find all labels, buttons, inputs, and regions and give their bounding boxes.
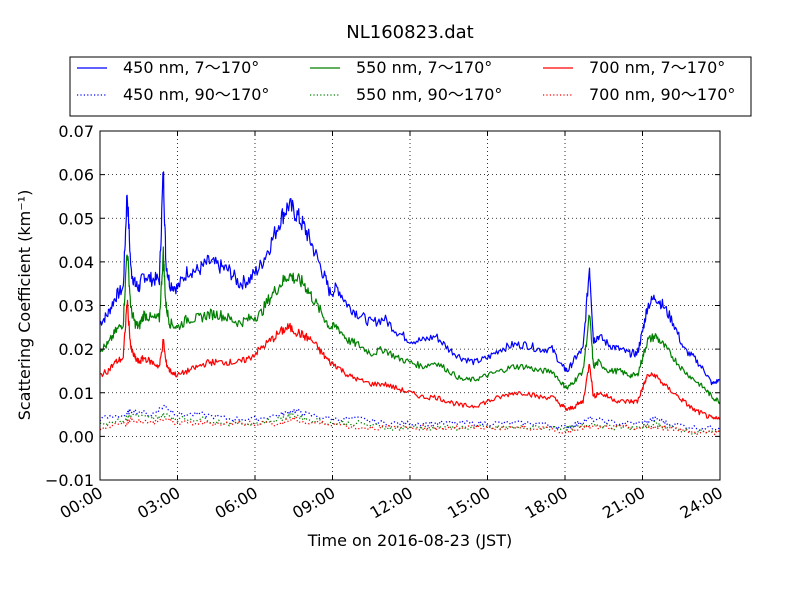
series-line-1	[99, 404, 721, 431]
legend: 450 nm, 7～170° 450 nm, 90～170° 550 nm, 7～1…	[69, 56, 752, 117]
x-tick-label: 03:00	[134, 483, 183, 523]
legend-label-3: 550 nm, 90～170°	[356, 85, 502, 104]
series-line-3	[99, 412, 721, 435]
legend-box	[69, 56, 752, 117]
y-tick-label: 0.02	[58, 340, 94, 359]
y-tick-label: 0.07	[58, 122, 94, 141]
series-line-0	[99, 171, 721, 386]
x-tick-label: 24:00	[677, 483, 726, 523]
x-tick-label: 06:00	[212, 483, 261, 523]
legend-label-2: 550 nm, 7～170°	[356, 58, 492, 77]
y-tick-label: 0.05	[58, 209, 94, 228]
grid-lines	[100, 131, 720, 480]
y-tick-label: 0.01	[58, 384, 94, 403]
y-tick-label: 0.03	[58, 297, 94, 316]
y-tick-label: 0.04	[58, 253, 94, 272]
x-tick-label: 12:00	[367, 483, 416, 523]
legend-label-1: 450 nm, 90～170°	[123, 85, 269, 104]
legend-label-5: 700 nm, 90～170°	[589, 85, 735, 104]
series-line-4	[99, 299, 721, 420]
x-tick-label: 09:00	[289, 483, 338, 523]
y-tick-label: 0.06	[58, 166, 94, 185]
legend-label-4: 700 nm, 7～170°	[589, 58, 725, 77]
y-axis-label: Scattering Coefficient (km⁻¹)	[15, 190, 34, 421]
series-layer	[99, 171, 721, 436]
legend-label-0: 450 nm, 7～170°	[123, 58, 259, 77]
y-axis: −0.01 0.00 0.01 0.02 0.03 0.04 0.05 0.06 0.07	[45, 122, 720, 490]
chart-title: NL160823.dat	[346, 22, 473, 43]
y-tick-label: 0.00	[58, 427, 94, 446]
x-axis-label: Time on 2016-08-23 (JST)	[307, 531, 512, 550]
x-tick-label: 18:00	[522, 483, 571, 523]
x-tick-label: 21:00	[599, 483, 648, 523]
y-tick-label: −0.01	[45, 471, 94, 490]
x-tick-label: 15:00	[444, 483, 493, 523]
series-line-2	[99, 246, 721, 405]
